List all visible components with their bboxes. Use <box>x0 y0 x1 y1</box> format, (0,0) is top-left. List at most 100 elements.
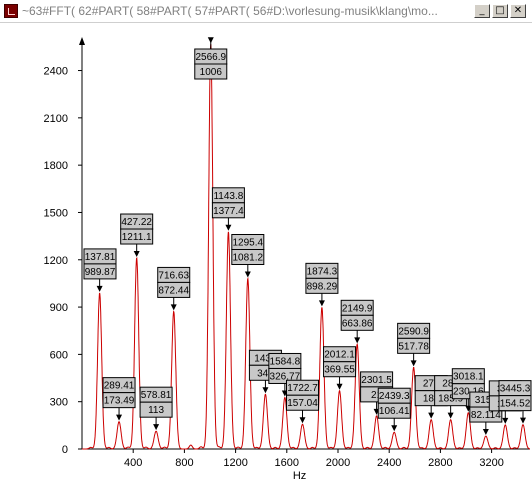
peak-amp-label: 1006 <box>200 67 223 78</box>
chart-axes <box>79 37 530 450</box>
peak-arrow-head <box>318 300 325 307</box>
x-tick-label: 400 <box>124 457 142 469</box>
peak-freq-label: 1584.8 <box>270 356 301 367</box>
peak-amp-label: 517.78 <box>398 341 429 352</box>
peak-freq-label: 578.81 <box>141 390 172 401</box>
peak-freq-label: 1295.4 <box>233 238 264 249</box>
x-tick-label: 1600 <box>275 457 299 469</box>
peak-amp-box <box>377 402 411 419</box>
peak-amp-label: 185.9 <box>438 394 463 405</box>
x-tick-label: 1200 <box>223 457 247 469</box>
peak-amp-box <box>139 401 173 418</box>
peak-amp-box <box>231 249 265 266</box>
y-tick-label: 600 <box>50 349 68 361</box>
peak-amp-box <box>194 63 228 80</box>
peak-label: 1722.7 157.04 <box>286 379 320 424</box>
peak-amp-label: 82.114 <box>471 410 501 421</box>
x-tick-label: 3200 <box>479 457 503 469</box>
spectrum-line <box>82 44 530 450</box>
peak-label: 716.63 872.44 <box>157 266 191 311</box>
peak-label: 427.22 1211.1 <box>120 213 154 258</box>
peak-amp-box <box>305 277 339 294</box>
peak-label: 1143.8 1377.4 <box>211 187 245 231</box>
peak-amp-label: 369.55 <box>324 365 355 376</box>
peak-arrow-head <box>428 412 435 419</box>
peak-freq-label: 1874.3 <box>307 266 338 277</box>
peak-freq-label: 2590.9 <box>398 326 429 337</box>
x-tick-label: 2400 <box>377 457 401 469</box>
x-tick-label: 800 <box>175 457 193 469</box>
peak-label: 2012.1 369.55 <box>323 346 357 390</box>
peak-freq-label: 3155 <box>475 395 498 406</box>
peak-label: 2590.9 517.78 <box>397 322 431 367</box>
peak-amp-box <box>323 361 357 378</box>
peak-amp-box <box>340 314 374 331</box>
peak-amp-label: 663.86 <box>342 318 373 329</box>
y-tick-label: 1500 <box>44 207 68 219</box>
peak-arrow-head <box>133 251 140 258</box>
peak-freq-label: 1722.7 <box>287 383 318 394</box>
peak-arrow-head <box>207 37 214 44</box>
peak-arrow-head <box>502 417 509 424</box>
peak-amp-box <box>397 337 431 354</box>
y-tick-label: 900 <box>50 302 68 314</box>
peak-amp-label: 157.04 <box>287 398 318 409</box>
peak-amp-label: 154.52 <box>500 399 531 410</box>
peak-amp-label: 326.77 <box>270 371 301 382</box>
peak-amp-label: 173.49 <box>104 396 135 407</box>
peak-arrow-head <box>116 414 123 421</box>
app-menu-icon[interactable] <box>4 4 18 18</box>
peak-freq-label: 272 <box>423 379 440 390</box>
peak-freq-label: 1143.8 <box>213 191 243 202</box>
peak-freq-label: 1433 <box>254 353 277 364</box>
y-tick-label: 2100 <box>44 113 68 125</box>
x-ticks: 400 800 1200 1600 2000 2400 2800 3200 <box>124 449 504 469</box>
peak-arrow-head <box>447 412 454 419</box>
peak-label: 1874.3 898.29 <box>305 262 339 307</box>
peak-arrow-head <box>262 387 269 394</box>
peak-amp-label: 872.44 <box>158 285 189 296</box>
peak-amp-box <box>268 367 302 384</box>
y-tick-label: 0 <box>62 444 68 456</box>
peak-amp-label: 106.41 <box>379 406 410 417</box>
y-tick-label: 300 <box>50 397 68 409</box>
y-axis-arrow <box>79 37 85 45</box>
peak-amp-label: 898.29 <box>307 281 338 292</box>
peak-freq-label: 2566.9 <box>195 52 226 63</box>
peak-arrow-head <box>391 425 398 432</box>
peak-freq-label: 2439.3 <box>379 391 410 402</box>
peak-label: 137.81 989.87 <box>83 248 117 292</box>
peak-amp-label: 1377.4 <box>213 206 244 217</box>
spectrum-chart[interactable]: 0 300 600 900 1200 1500 1800 2100 2400 400 800 120… <box>0 23 532 493</box>
peak-amp-label: 113 <box>148 405 164 416</box>
peak-arrow-head <box>354 337 361 344</box>
maximize-button[interactable]: □ <box>492 4 508 18</box>
peak-arrow-head <box>170 304 177 311</box>
peak-freq-label: 3018.1 <box>453 372 484 383</box>
peak-amp-label: 347 <box>257 368 274 379</box>
y-tick-label: 1200 <box>44 255 68 267</box>
peak-amp-label: 1081.2 <box>233 253 264 264</box>
peak-arrow-head <box>299 417 306 424</box>
x-tick-label: 2800 <box>428 457 452 469</box>
y-ticks: 0 300 600 900 1200 1500 1800 2100 2400 <box>44 66 82 456</box>
minimize-button[interactable]: _ <box>474 4 490 18</box>
y-tick-label: 1800 <box>44 160 68 172</box>
peak-freq-label: 137.81 <box>85 252 116 263</box>
peak-label: 289.41 173.49 <box>102 377 136 421</box>
peak-amp-box <box>286 394 320 411</box>
peak-label: 578.81 113 <box>139 386 173 431</box>
peak-amp-box <box>211 202 245 219</box>
window-titlebar[interactable]: ~63#FFT( 62#PART( 58#PART( 57#PART( 56#D… <box>0 0 532 23</box>
peak-freq-label: 427.22 <box>121 217 152 228</box>
peak-freq-label: 716.63 <box>158 270 189 281</box>
peak-freq-label: 2012.1 <box>324 350 355 361</box>
peak-arrow-head <box>519 417 526 424</box>
peak-arrow-head <box>482 429 489 436</box>
y-tick-label: 2400 <box>44 66 68 78</box>
peak-amp-box <box>498 395 532 412</box>
close-button[interactable]: ✕ <box>510 4 526 18</box>
peak-freq-label: 3445.3 <box>500 384 531 395</box>
peak-label: 3445.3 154.52 <box>498 380 532 424</box>
peak-label: 2566.9 1006 <box>194 37 228 80</box>
